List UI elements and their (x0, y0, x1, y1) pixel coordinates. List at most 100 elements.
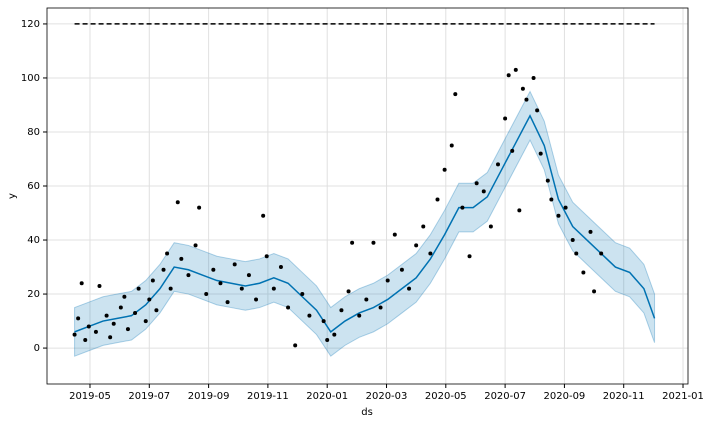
observation (168, 286, 173, 291)
observation (563, 205, 568, 210)
observation (510, 148, 515, 153)
observation (506, 73, 511, 78)
observation (193, 243, 198, 248)
observation (133, 310, 138, 315)
observation (545, 178, 550, 183)
observation (524, 97, 529, 102)
observation (204, 292, 209, 297)
observation (520, 86, 525, 91)
observation (588, 229, 593, 234)
observation (179, 256, 184, 261)
observation (357, 313, 362, 318)
x-tick-label: 2020-05 (425, 391, 467, 402)
observation (350, 240, 355, 245)
observation (442, 167, 447, 172)
y-axis-label: y (7, 193, 18, 199)
observation (453, 92, 458, 97)
observation (378, 305, 383, 310)
y-tick-label: 0 (34, 343, 40, 354)
observation (239, 286, 244, 291)
observation (325, 337, 330, 342)
observation (339, 308, 344, 313)
observation (321, 319, 326, 324)
observation (535, 108, 540, 113)
observation (286, 305, 291, 310)
observation (428, 251, 433, 256)
observation (97, 283, 102, 288)
x-tick-label: 2019-07 (128, 391, 170, 402)
y-tick-label: 120 (21, 19, 40, 30)
observation (574, 251, 579, 256)
observation (175, 200, 180, 205)
observation (549, 197, 554, 202)
observation (278, 265, 283, 270)
observation (467, 254, 472, 259)
observation (79, 281, 84, 286)
observation (414, 243, 419, 248)
observation (147, 297, 152, 302)
observation (531, 75, 536, 80)
forecast-line (74, 114, 656, 333)
y-tick-label: 60 (27, 181, 40, 192)
x-axis-label: ds (361, 407, 373, 418)
x-tick-label: 2020-11 (603, 391, 645, 402)
observation (592, 289, 597, 294)
observation (93, 329, 98, 334)
observation (599, 251, 604, 256)
y-tick-label: 100 (21, 73, 40, 84)
observation (570, 238, 575, 243)
observation (86, 324, 91, 329)
observation (76, 316, 81, 321)
observation (118, 305, 123, 310)
observation (261, 213, 266, 218)
observation (407, 286, 412, 291)
y-tick-label: 20 (27, 289, 40, 300)
x-tick-label: 2019-09 (188, 391, 230, 402)
observation (150, 278, 155, 283)
observation (72, 332, 77, 337)
observation (538, 151, 543, 156)
observation (385, 278, 390, 283)
observation (346, 289, 351, 294)
observation (264, 254, 269, 259)
observation (300, 292, 305, 297)
observation (136, 286, 141, 291)
y-tick-label: 40 (27, 235, 40, 246)
observation (474, 181, 479, 186)
observation (392, 232, 397, 237)
observation (460, 205, 465, 210)
x-tick-label: 2021-01 (662, 391, 704, 402)
x-tick-label: 2020-07 (484, 391, 526, 402)
observation (186, 273, 191, 278)
observation (332, 332, 337, 337)
observation (104, 313, 109, 318)
observation (503, 116, 508, 121)
observation (111, 321, 116, 326)
x-tick-label: 2020-03 (366, 391, 408, 402)
observation (435, 197, 440, 202)
observation (556, 213, 561, 218)
observation (83, 337, 88, 342)
observation (165, 251, 170, 256)
observation (197, 205, 202, 210)
observation (449, 143, 454, 148)
observation (581, 270, 586, 275)
observation (481, 189, 486, 194)
observation (293, 343, 298, 348)
observation (488, 224, 493, 229)
x-tick-label: 2019-05 (69, 391, 111, 402)
y-tick-label: 80 (27, 127, 40, 138)
x-tick-label: 2020-01 (306, 391, 348, 402)
observation (399, 267, 404, 272)
plot-frame (46, 7, 689, 385)
observation (108, 335, 113, 340)
observation (364, 297, 369, 302)
observation (232, 262, 237, 267)
observation (122, 294, 127, 299)
observation (517, 208, 522, 213)
observation (421, 224, 426, 229)
observation (371, 240, 376, 245)
observation (225, 300, 230, 305)
observation (211, 267, 216, 272)
